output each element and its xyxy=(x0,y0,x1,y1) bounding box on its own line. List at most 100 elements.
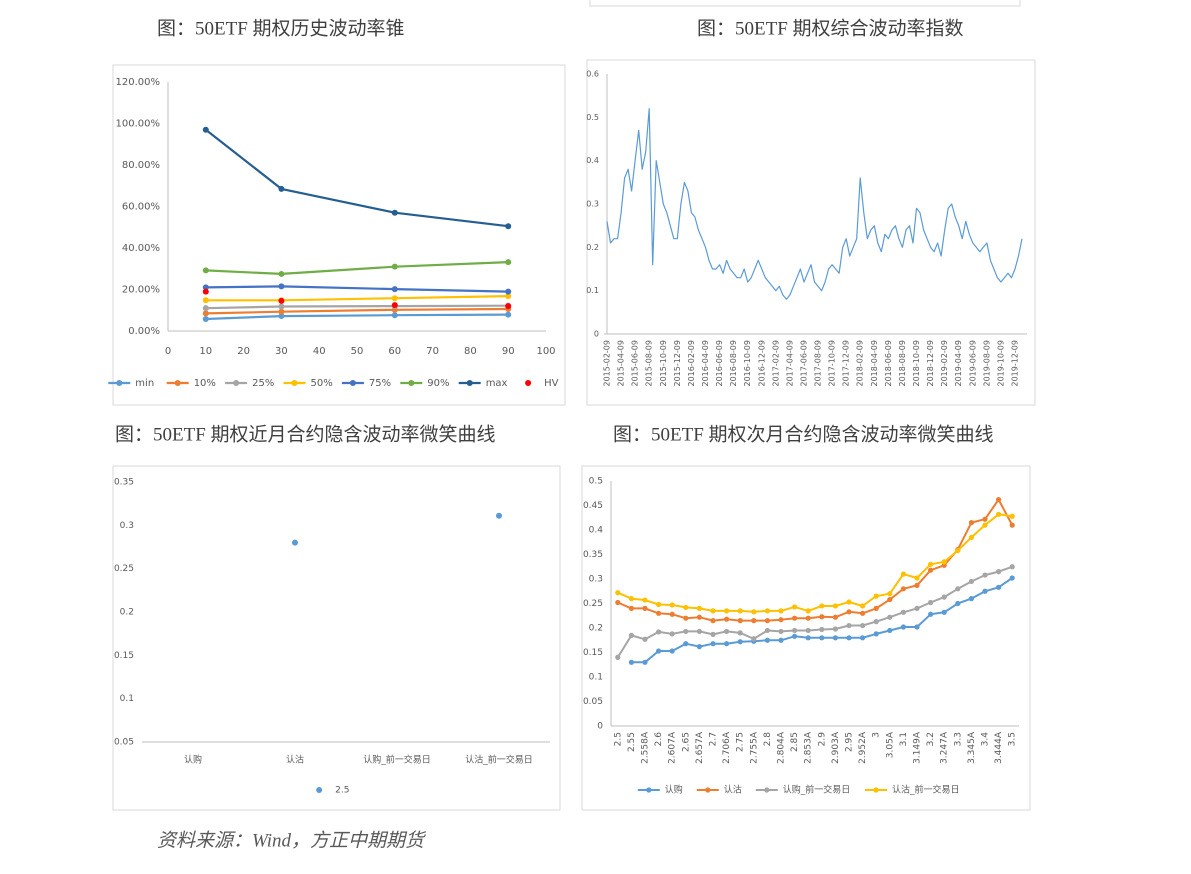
point-marker xyxy=(628,659,635,665)
point-marker xyxy=(696,628,703,635)
point-marker xyxy=(202,297,209,304)
point-marker xyxy=(278,185,285,192)
x-tick-label: 2.7 xyxy=(709,732,719,746)
point-marker xyxy=(873,593,879,599)
point-marker xyxy=(996,569,1002,575)
point-marker xyxy=(683,641,689,647)
point-marker xyxy=(505,293,512,300)
legend-swatch xyxy=(174,380,181,386)
point-marker xyxy=(928,611,934,617)
x-tick-label: 2019-02-09 xyxy=(940,340,949,387)
point-marker xyxy=(683,615,689,621)
x-tick-label: 20 xyxy=(237,346,250,357)
point-marker xyxy=(751,609,757,615)
point-marker xyxy=(900,609,907,615)
point-marker xyxy=(202,126,209,133)
x-tick-label: 3.05A xyxy=(885,731,895,758)
scatter-point xyxy=(391,302,398,309)
x-tick-label: 2015-06-09 xyxy=(631,340,640,387)
point-marker xyxy=(696,605,703,612)
point-marker xyxy=(278,308,285,315)
point-marker xyxy=(628,596,635,602)
point-marker xyxy=(928,567,934,573)
y-tick-label: 0.2 xyxy=(120,608,134,618)
caption: 图：50ETF 期权近月合约隐含波动率微笑曲线 xyxy=(115,423,496,445)
point-marker xyxy=(955,586,961,592)
y-tick-label: 100.00% xyxy=(116,119,161,130)
chart-panel xyxy=(112,64,566,406)
point-marker xyxy=(846,622,852,629)
point-marker xyxy=(914,575,920,581)
x-tick-label: 2016-12-09 xyxy=(757,340,766,387)
point-marker xyxy=(202,305,209,312)
x-tick-label: 2.755A xyxy=(749,731,759,764)
y-tick-label: 0.25 xyxy=(114,564,134,574)
point-marker xyxy=(1009,575,1015,581)
point-marker xyxy=(846,599,852,605)
x-tick-label: 2019-04-09 xyxy=(954,340,963,387)
point-marker xyxy=(669,631,675,637)
x-tick-label: 2.804A xyxy=(777,731,787,764)
point-marker xyxy=(656,601,662,608)
legend-label: min xyxy=(135,378,154,389)
series-line xyxy=(205,261,509,275)
point-marker xyxy=(202,310,209,317)
point-marker xyxy=(968,596,975,602)
caption: 图：50ETF 期权历史波动率锥 xyxy=(157,17,405,39)
y-tick-label: 20.00% xyxy=(122,285,160,296)
legend-swatch xyxy=(408,380,415,386)
point-marker xyxy=(914,605,920,612)
y-tick-label: 60.00% xyxy=(122,202,160,213)
point-marker xyxy=(778,617,784,623)
y-tick-label: 0.4 xyxy=(589,526,604,536)
x-tick-label: 60 xyxy=(388,346,401,357)
x-tick-label: 3.3 xyxy=(953,732,963,746)
point-marker xyxy=(792,627,798,634)
point-marker xyxy=(696,614,703,620)
legend-swatch xyxy=(291,380,298,386)
x-tick-label: 2017-04-09 xyxy=(785,340,794,387)
point-marker xyxy=(914,624,920,630)
y-tick-label: 0.05 xyxy=(583,697,603,707)
x-tick-label: 0 xyxy=(165,346,171,357)
point-marker xyxy=(860,635,866,641)
legend-label: max xyxy=(486,378,508,389)
point-marker xyxy=(278,283,285,290)
point-marker xyxy=(805,615,811,621)
legend-swatch xyxy=(525,380,532,386)
point-marker xyxy=(928,561,934,567)
scatter-point xyxy=(278,297,285,304)
x-tick-label: 2.558A xyxy=(641,731,651,764)
caption: 图：50ETF 期权综合波动率指数 xyxy=(697,17,964,39)
point-marker xyxy=(941,559,947,565)
point-marker xyxy=(778,628,784,635)
point-marker xyxy=(764,627,771,634)
x-tick-label: 2015-02-09 xyxy=(603,340,612,387)
x-tick-label: 2017-06-09 xyxy=(799,340,808,387)
point-marker xyxy=(683,628,689,635)
legend-label: 25% xyxy=(252,378,274,389)
point-marker xyxy=(737,608,743,614)
x-tick-label: 2.55 xyxy=(627,732,637,752)
point-marker xyxy=(941,594,947,600)
point-marker xyxy=(928,599,934,606)
point-marker xyxy=(982,588,988,594)
point-marker xyxy=(669,648,675,654)
point-marker xyxy=(955,547,961,554)
point-marker xyxy=(819,614,825,620)
y-tick-label: 0.2 xyxy=(589,624,603,634)
point-marker xyxy=(887,596,893,603)
legend-label: HV xyxy=(544,378,559,389)
point-marker xyxy=(615,599,621,606)
point-marker xyxy=(202,284,209,291)
point-marker xyxy=(764,637,771,643)
x-tick-label: 2018-10-09 xyxy=(912,340,921,387)
point-marker xyxy=(968,578,975,585)
point-marker xyxy=(764,618,771,624)
point-marker xyxy=(887,614,893,620)
y-tick-label: 0.5 xyxy=(586,113,599,122)
legend-swatch xyxy=(349,380,356,386)
point-marker xyxy=(737,618,743,624)
x-tick-label: 认购_前一交易日 xyxy=(363,754,431,766)
point-marker xyxy=(751,618,757,624)
